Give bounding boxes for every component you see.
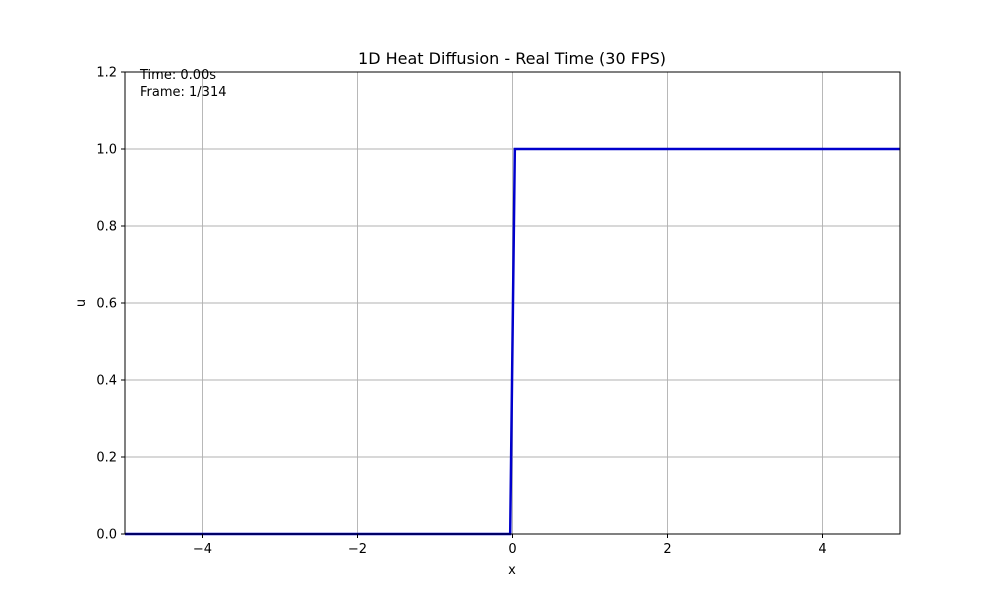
x-tick-label: −2: [348, 542, 367, 557]
chart-title: 1D Heat Diffusion - Real Time (30 FPS): [358, 49, 666, 68]
y-tick-label: 0.6: [96, 297, 117, 312]
x-tick-label: 2: [663, 542, 671, 557]
y-tick-label: 0.2: [96, 451, 117, 466]
ticks: −4 −2 0 2 4 0.0 0.2 0.4 0.6 0.8 1.0 1.2: [96, 66, 826, 558]
y-tick-label: 0.8: [96, 220, 117, 235]
y-tick-label: 1.0: [96, 143, 117, 158]
x-tick-label: 0: [508, 542, 516, 557]
y-axis-label: u: [74, 299, 89, 307]
time-annotation: Time: 0.00s: [139, 68, 216, 83]
x-axis-label: x: [508, 563, 516, 578]
y-tick-label: 0.4: [96, 374, 117, 389]
x-tick-label: 4: [818, 542, 826, 557]
x-tick-label: −4: [193, 542, 212, 557]
frame-annotation: Frame: 1/314: [140, 85, 226, 100]
y-tick-label: 0.0: [96, 528, 117, 543]
y-tick-label: 1.2: [96, 66, 117, 81]
